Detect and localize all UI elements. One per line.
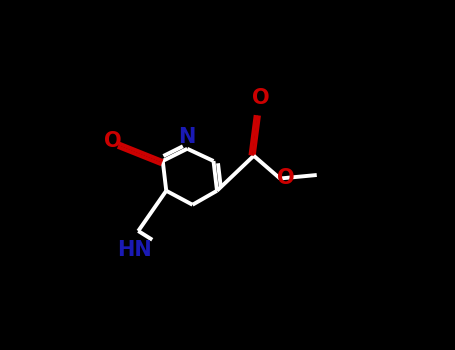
Text: HN: HN: [117, 240, 152, 260]
Text: O: O: [278, 168, 295, 188]
Text: O: O: [252, 89, 269, 108]
Text: N: N: [178, 127, 196, 147]
Text: O: O: [104, 131, 121, 151]
